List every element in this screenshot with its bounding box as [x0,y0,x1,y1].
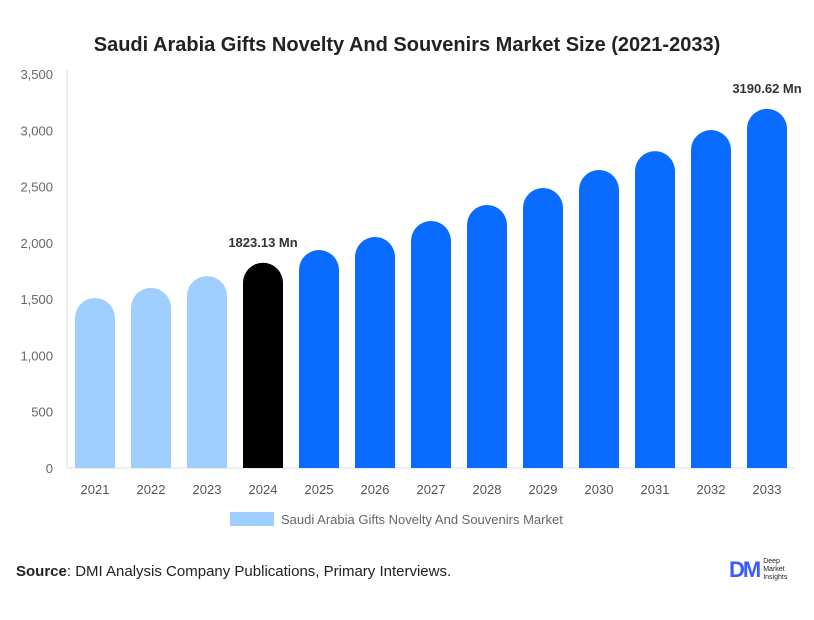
logo-text: Deep Market Insights [763,558,788,581]
bar-2029 [523,188,563,468]
x-tick-label: 2024 [249,482,278,497]
bar-2024 [243,262,283,468]
bar-2031 [635,151,675,468]
bar-2025 [299,250,339,468]
dmi-logo: DM Deep Market Insights [729,557,787,583]
data-label: 3190.62 Mn [732,81,801,96]
y-tick-label: 1,500 [20,292,53,307]
bar-2033 [747,108,787,468]
legend-swatch [230,512,274,526]
y-tick-label: 0 [46,461,53,476]
x-tick-label: 2030 [585,482,614,497]
x-tick-label: 2027 [417,482,446,497]
x-tick-label: 2032 [697,482,726,497]
bar-2030 [579,170,619,468]
bar-2026 [355,237,395,468]
bar-2032 [691,130,731,468]
y-tick-label: 2,000 [20,236,53,251]
y-tick-label: 3,500 [20,67,53,82]
source-note: Source: DMI Analysis Company Publication… [16,563,451,580]
y-tick-label: 500 [31,405,53,420]
x-tick-label: 2023 [193,482,222,497]
source-label: Source [16,563,67,580]
source-text: : DMI Analysis Company Publications, Pri… [66,563,452,580]
x-tick-label: 2031 [641,482,670,497]
chart-title: Saudi Arabia Gifts Novelty And Souvenirs… [93,34,721,56]
x-tick-label: 2025 [305,482,334,497]
bar-2027 [411,221,452,468]
y-tick-label: 3,000 [20,123,53,138]
x-tick-label: 2022 [137,482,166,497]
data-label: 1823.13 Mn [228,235,297,250]
bar-2022 [131,287,171,468]
bar-2028 [467,205,507,468]
legend-label: Saudi Arabia Gifts Novelty And Souvenirs… [281,512,563,527]
y-tick-label: 1,000 [20,348,53,363]
bar-2023 [187,276,227,468]
x-tick-label: 2021 [81,482,110,497]
logo-mark: DM [729,557,761,582]
x-tick-label: 2028 [473,482,502,497]
y-tick-label: 2,500 [20,180,53,195]
bar-2021 [75,298,115,468]
x-tick-label: 2033 [753,482,782,497]
x-tick-label: 2026 [361,482,390,497]
x-tick-label: 2029 [529,482,558,497]
